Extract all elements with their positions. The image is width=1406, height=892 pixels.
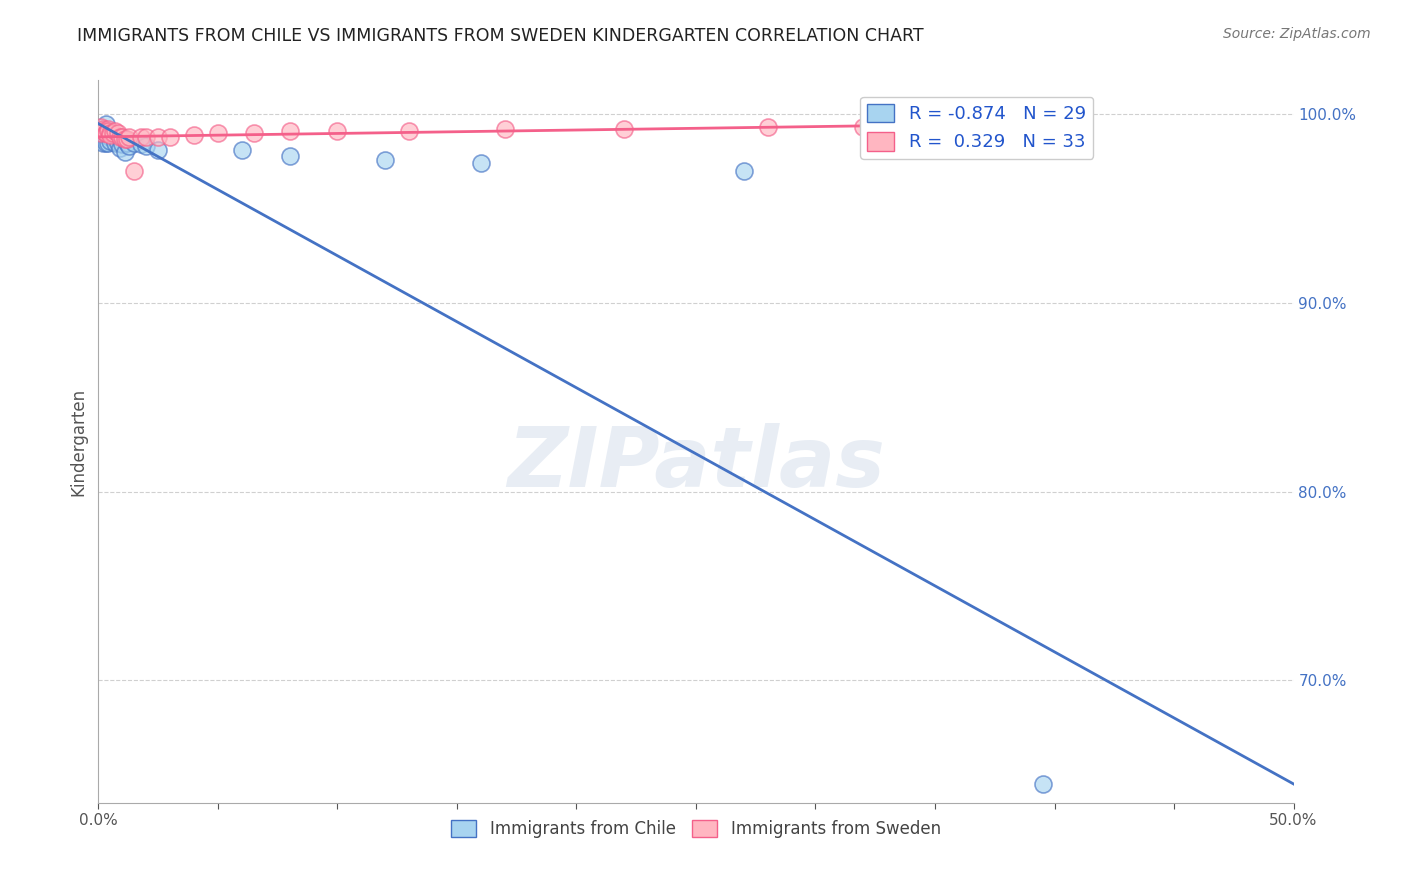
Point [131,137,153,152]
Point [470,156,492,170]
Point [97,136,120,150]
Point [98,128,122,142]
Text: IMMIGRANTS FROM CHILE VS IMMIGRANTS FROM SWEDEN KINDERGARTEN CORRELATION CHART: IMMIGRANTS FROM CHILE VS IMMIGRANTS FROM… [77,27,924,45]
Point [94,126,117,140]
Legend: Immigrants from Chile, Immigrants from Sweden: Immigrants from Chile, Immigrants from S… [444,814,948,845]
Point [159,129,181,144]
Point [278,124,301,138]
Point [101,129,124,144]
Point [111,129,134,144]
Point [326,124,349,138]
Point [91,136,114,150]
Point [94,126,117,140]
Point [101,126,124,140]
Point [613,122,636,136]
Point [98,129,122,144]
Point [94,117,117,131]
Point [104,124,127,138]
Point [183,128,205,142]
Point [135,129,157,144]
Point [97,122,120,136]
Point [852,120,875,135]
Point [108,141,131,155]
Point [101,126,124,140]
Point [115,136,138,150]
Point [108,129,131,144]
Point [114,132,136,146]
Point [733,164,755,178]
Point [148,129,170,144]
Point [374,153,396,167]
Point [124,136,146,150]
Point [98,134,122,148]
Point [91,122,114,136]
Point [90,126,112,140]
Point [494,122,516,136]
Point [135,139,157,153]
Point [124,164,146,178]
Point [111,137,134,152]
Point [114,145,136,159]
Point [398,124,420,138]
Point [97,126,120,140]
Point [118,129,141,144]
Point [231,143,253,157]
Point [94,136,117,150]
Text: ZIPatlas: ZIPatlas [508,423,884,504]
Point [107,126,129,140]
Point [97,124,120,138]
Point [90,120,112,135]
Point [91,126,114,140]
Point [148,143,170,157]
Point [243,126,266,140]
Point [94,126,117,140]
Text: Source: ZipAtlas.com: Source: ZipAtlas.com [1223,27,1371,41]
Point [1032,777,1054,791]
Point [207,126,229,140]
Point [278,149,301,163]
Point [104,136,127,150]
Point [131,129,153,144]
Point [756,120,779,135]
Point [107,136,129,150]
Point [118,139,141,153]
Point [115,132,138,146]
Point [90,126,112,140]
Point [98,126,122,140]
Y-axis label: Kindergarten: Kindergarten [69,387,87,496]
Point [91,124,114,138]
